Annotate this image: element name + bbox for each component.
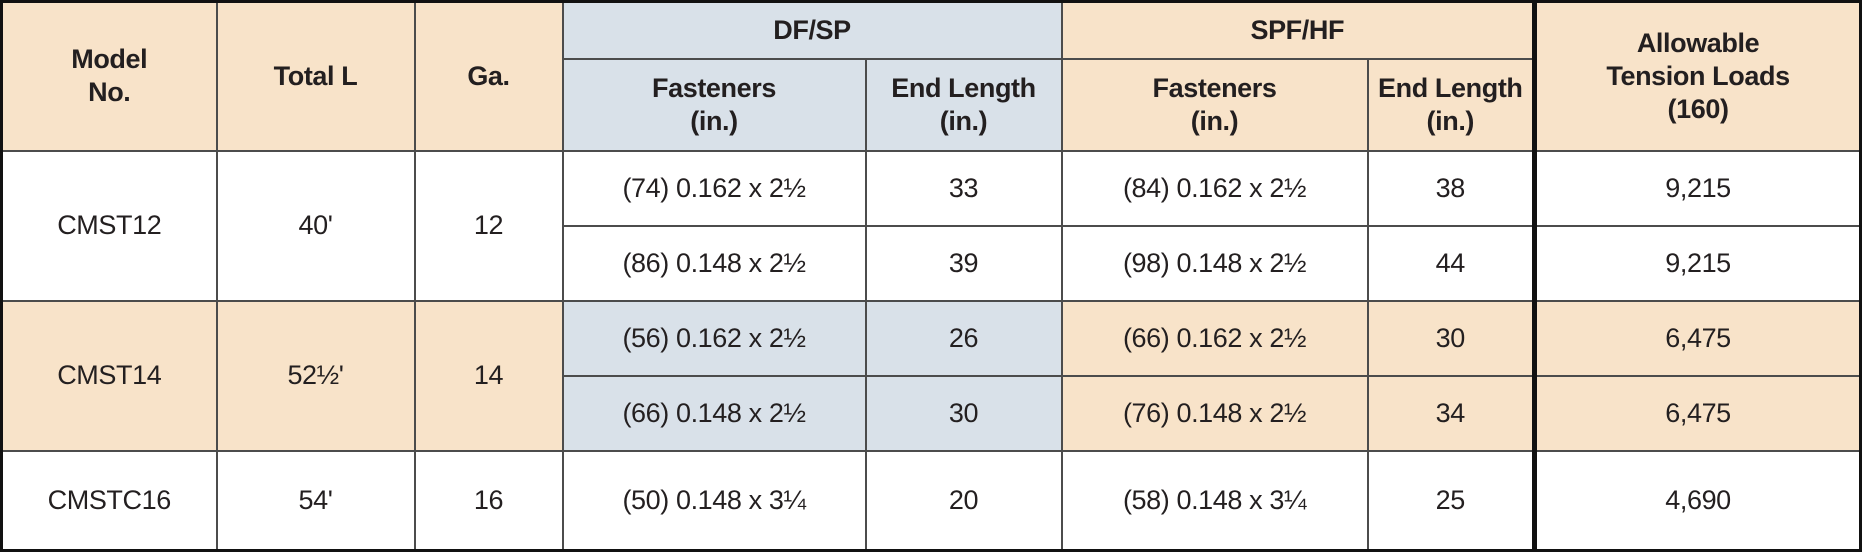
- header-df-fasteners: Fasteners (in.): [561, 57, 867, 152]
- cell-allowable-load: 9,215: [1532, 149, 1862, 227]
- row-cmst12-option1: CMST12 40' 12 (74) 0.162 x 2½ 33 (84) 0.…: [0, 149, 1862, 302]
- cell-ga: 14: [413, 299, 564, 452]
- cell-spf-fasteners: (84) 0.162 x 2½: [1060, 149, 1369, 227]
- header-spf-end-length: End Length (in.): [1366, 57, 1536, 152]
- cell-allowable-load: 4,690: [1532, 449, 1862, 552]
- row-cmst14-option2: (66) 0.148 x 2½ 30 (76) 0.148 x 2½ 34 6,…: [2, 374, 1862, 452]
- cell-ga: 12: [413, 149, 564, 302]
- cell-df-end-length: 33: [864, 149, 1063, 227]
- row-cmstc16: CMSTC16 54' 16 (50) 0.148 x 3¼ 20 (58) 0…: [0, 449, 1862, 552]
- header-group-spf-hf: SPF/HF: [1060, 0, 1536, 60]
- row-cmst12-option2: (86) 0.148 x 2½ 39 (98) 0.148 x 2½ 44 9,…: [2, 224, 1862, 302]
- cell-spf-end-length: 38: [1366, 149, 1536, 227]
- cell-df-fasteners: (50) 0.148 x 3¼: [561, 449, 867, 552]
- header-model-no: Model No.: [0, 0, 218, 152]
- cell-total-l: 52½': [215, 299, 416, 452]
- cell-spf-fasteners: (76) 0.148 x 2½: [1060, 374, 1369, 452]
- cell-ga: 16: [413, 449, 564, 552]
- cell-df-fasteners: (86) 0.148 x 2½: [561, 224, 867, 302]
- header-group-df-sp: DF/SP: [561, 0, 1063, 60]
- cell-allowable-load: 9,215: [1532, 224, 1862, 302]
- cell-spf-end-length: 30: [1366, 299, 1536, 377]
- cell-spf-end-length: 44: [1366, 224, 1536, 302]
- cell-model: CMST14: [0, 299, 218, 452]
- header-ga: Ga.: [413, 0, 564, 152]
- cell-df-fasteners: (56) 0.162 x 2½: [561, 299, 867, 377]
- cell-spf-end-length: 25: [1366, 449, 1536, 552]
- cell-allowable-load: 6,475: [1532, 374, 1862, 452]
- header-total-l: Total L: [215, 0, 416, 152]
- cell-model: CMST12: [0, 149, 218, 302]
- cell-df-end-length: 20: [864, 449, 1063, 552]
- cell-spf-fasteners: (98) 0.148 x 2½: [1060, 224, 1369, 302]
- cell-spf-fasteners: (66) 0.162 x 2½: [1060, 299, 1369, 377]
- header-allowable-tension-loads: Allowable Tension Loads (160): [1532, 0, 1862, 152]
- header-spf-fasteners: Fasteners (in.): [1060, 57, 1369, 152]
- cell-total-l: 40': [215, 149, 416, 302]
- cell-spf-end-length: 34: [1366, 374, 1536, 452]
- header-row-groups: Model No. Total L Ga. DF/SP SPF/HF Allow…: [0, 0, 1862, 152]
- cell-model: CMSTC16: [0, 449, 218, 552]
- header-row-subcolumns: Fasteners (in.) End Length (in.) Fastene…: [2, 57, 1861, 152]
- cell-df-end-length: 26: [864, 299, 1063, 377]
- cell-df-end-length: 39: [864, 224, 1063, 302]
- header-df-end-length: End Length (in.): [864, 57, 1063, 152]
- cell-allowable-load: 6,475: [1532, 299, 1862, 377]
- cell-df-fasteners: (66) 0.148 x 2½: [561, 374, 867, 452]
- cell-df-end-length: 30: [864, 374, 1063, 452]
- cell-df-fasteners: (74) 0.162 x 2½: [561, 149, 867, 227]
- cell-total-l: 54': [215, 449, 416, 552]
- cell-spf-fasteners: (58) 0.148 x 3¼: [1060, 449, 1369, 552]
- row-cmst14-option1: CMST14 52½' 14 (56) 0.162 x 2½ 26 (66) 0…: [0, 299, 1862, 452]
